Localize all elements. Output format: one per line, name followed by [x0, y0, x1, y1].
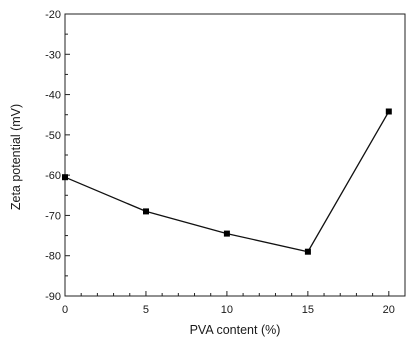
- data-point-marker: [304, 248, 311, 255]
- x-tick-label-15: 15: [302, 304, 314, 316]
- y-tick-label--80: -80: [45, 251, 61, 263]
- x-tick-label-10: 10: [221, 304, 233, 316]
- tick-marks: [64, 13, 406, 297]
- y-tick-label--50: -50: [45, 130, 61, 142]
- y-tick-label--60: -60: [45, 170, 61, 182]
- data-point-marker: [62, 174, 68, 181]
- y-tick-label--70: -70: [45, 210, 61, 222]
- markers-layer: [62, 108, 392, 255]
- data-point-marker: [143, 208, 149, 215]
- tick-labels: 0 5 10 15 20 -90 -80 -70 -60 -50 -40 -30 -20: [45, 9, 395, 316]
- y-tick-label--20: -20: [45, 9, 61, 21]
- x-axis-label: PVA content (%): [190, 323, 281, 337]
- x-tick-label-5: 5: [143, 304, 149, 316]
- data-point-marker: [385, 108, 392, 115]
- y-tick-label--30: -30: [45, 49, 61, 61]
- y-axis-label: Zeta potential (mV): [9, 104, 23, 210]
- y-tick-label--40: -40: [45, 90, 61, 102]
- data-point-marker: [223, 230, 230, 237]
- x-tick-label-0: 0: [62, 304, 68, 316]
- axes: [64, 13, 406, 297]
- y-tick-label--90: -90: [45, 291, 61, 303]
- x-tick-label-20: 20: [383, 304, 395, 316]
- plot-frame: [64, 13, 406, 297]
